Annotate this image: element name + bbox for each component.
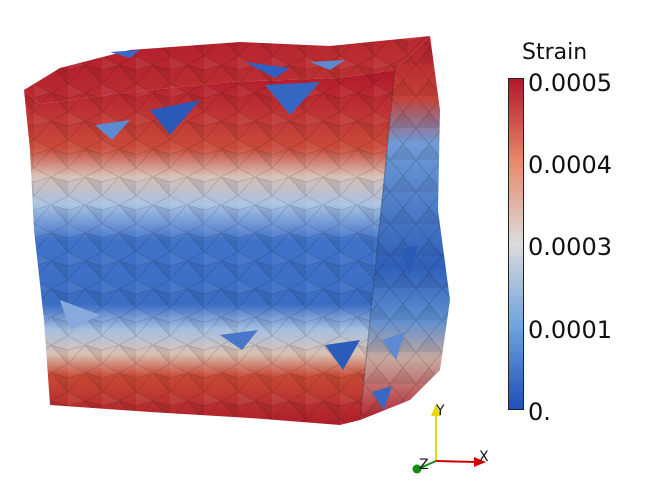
colorbar-tick-max: 0.0005	[528, 69, 612, 97]
cube-side-face	[359, 36, 450, 421]
colorbar-title: Strain	[522, 40, 588, 65]
y-axis-arrow	[431, 404, 441, 416]
colorbar-tick-4: 0.0001	[528, 316, 612, 344]
colorbar-tick-3: 0.0003	[528, 233, 612, 261]
x-axis-line	[435, 460, 477, 463]
colorbar-gradient	[509, 79, 523, 409]
x-axis-label: X	[479, 449, 489, 465]
colorbar-tick-min: 0.	[528, 398, 551, 426]
z-axis-label: Z	[419, 457, 429, 473]
cube-front-face	[24, 70, 395, 425]
colorbar-tick-2: 0.0004	[528, 151, 612, 179]
orientation-axes: Y X Z	[412, 403, 489, 474]
y-axis-label: Y	[435, 403, 445, 419]
colorbar	[508, 78, 524, 410]
x-axis-arrow	[474, 457, 486, 467]
z-axis-marker	[412, 464, 422, 474]
z-axis-line	[419, 460, 437, 469]
cube-top-face	[24, 36, 430, 104]
